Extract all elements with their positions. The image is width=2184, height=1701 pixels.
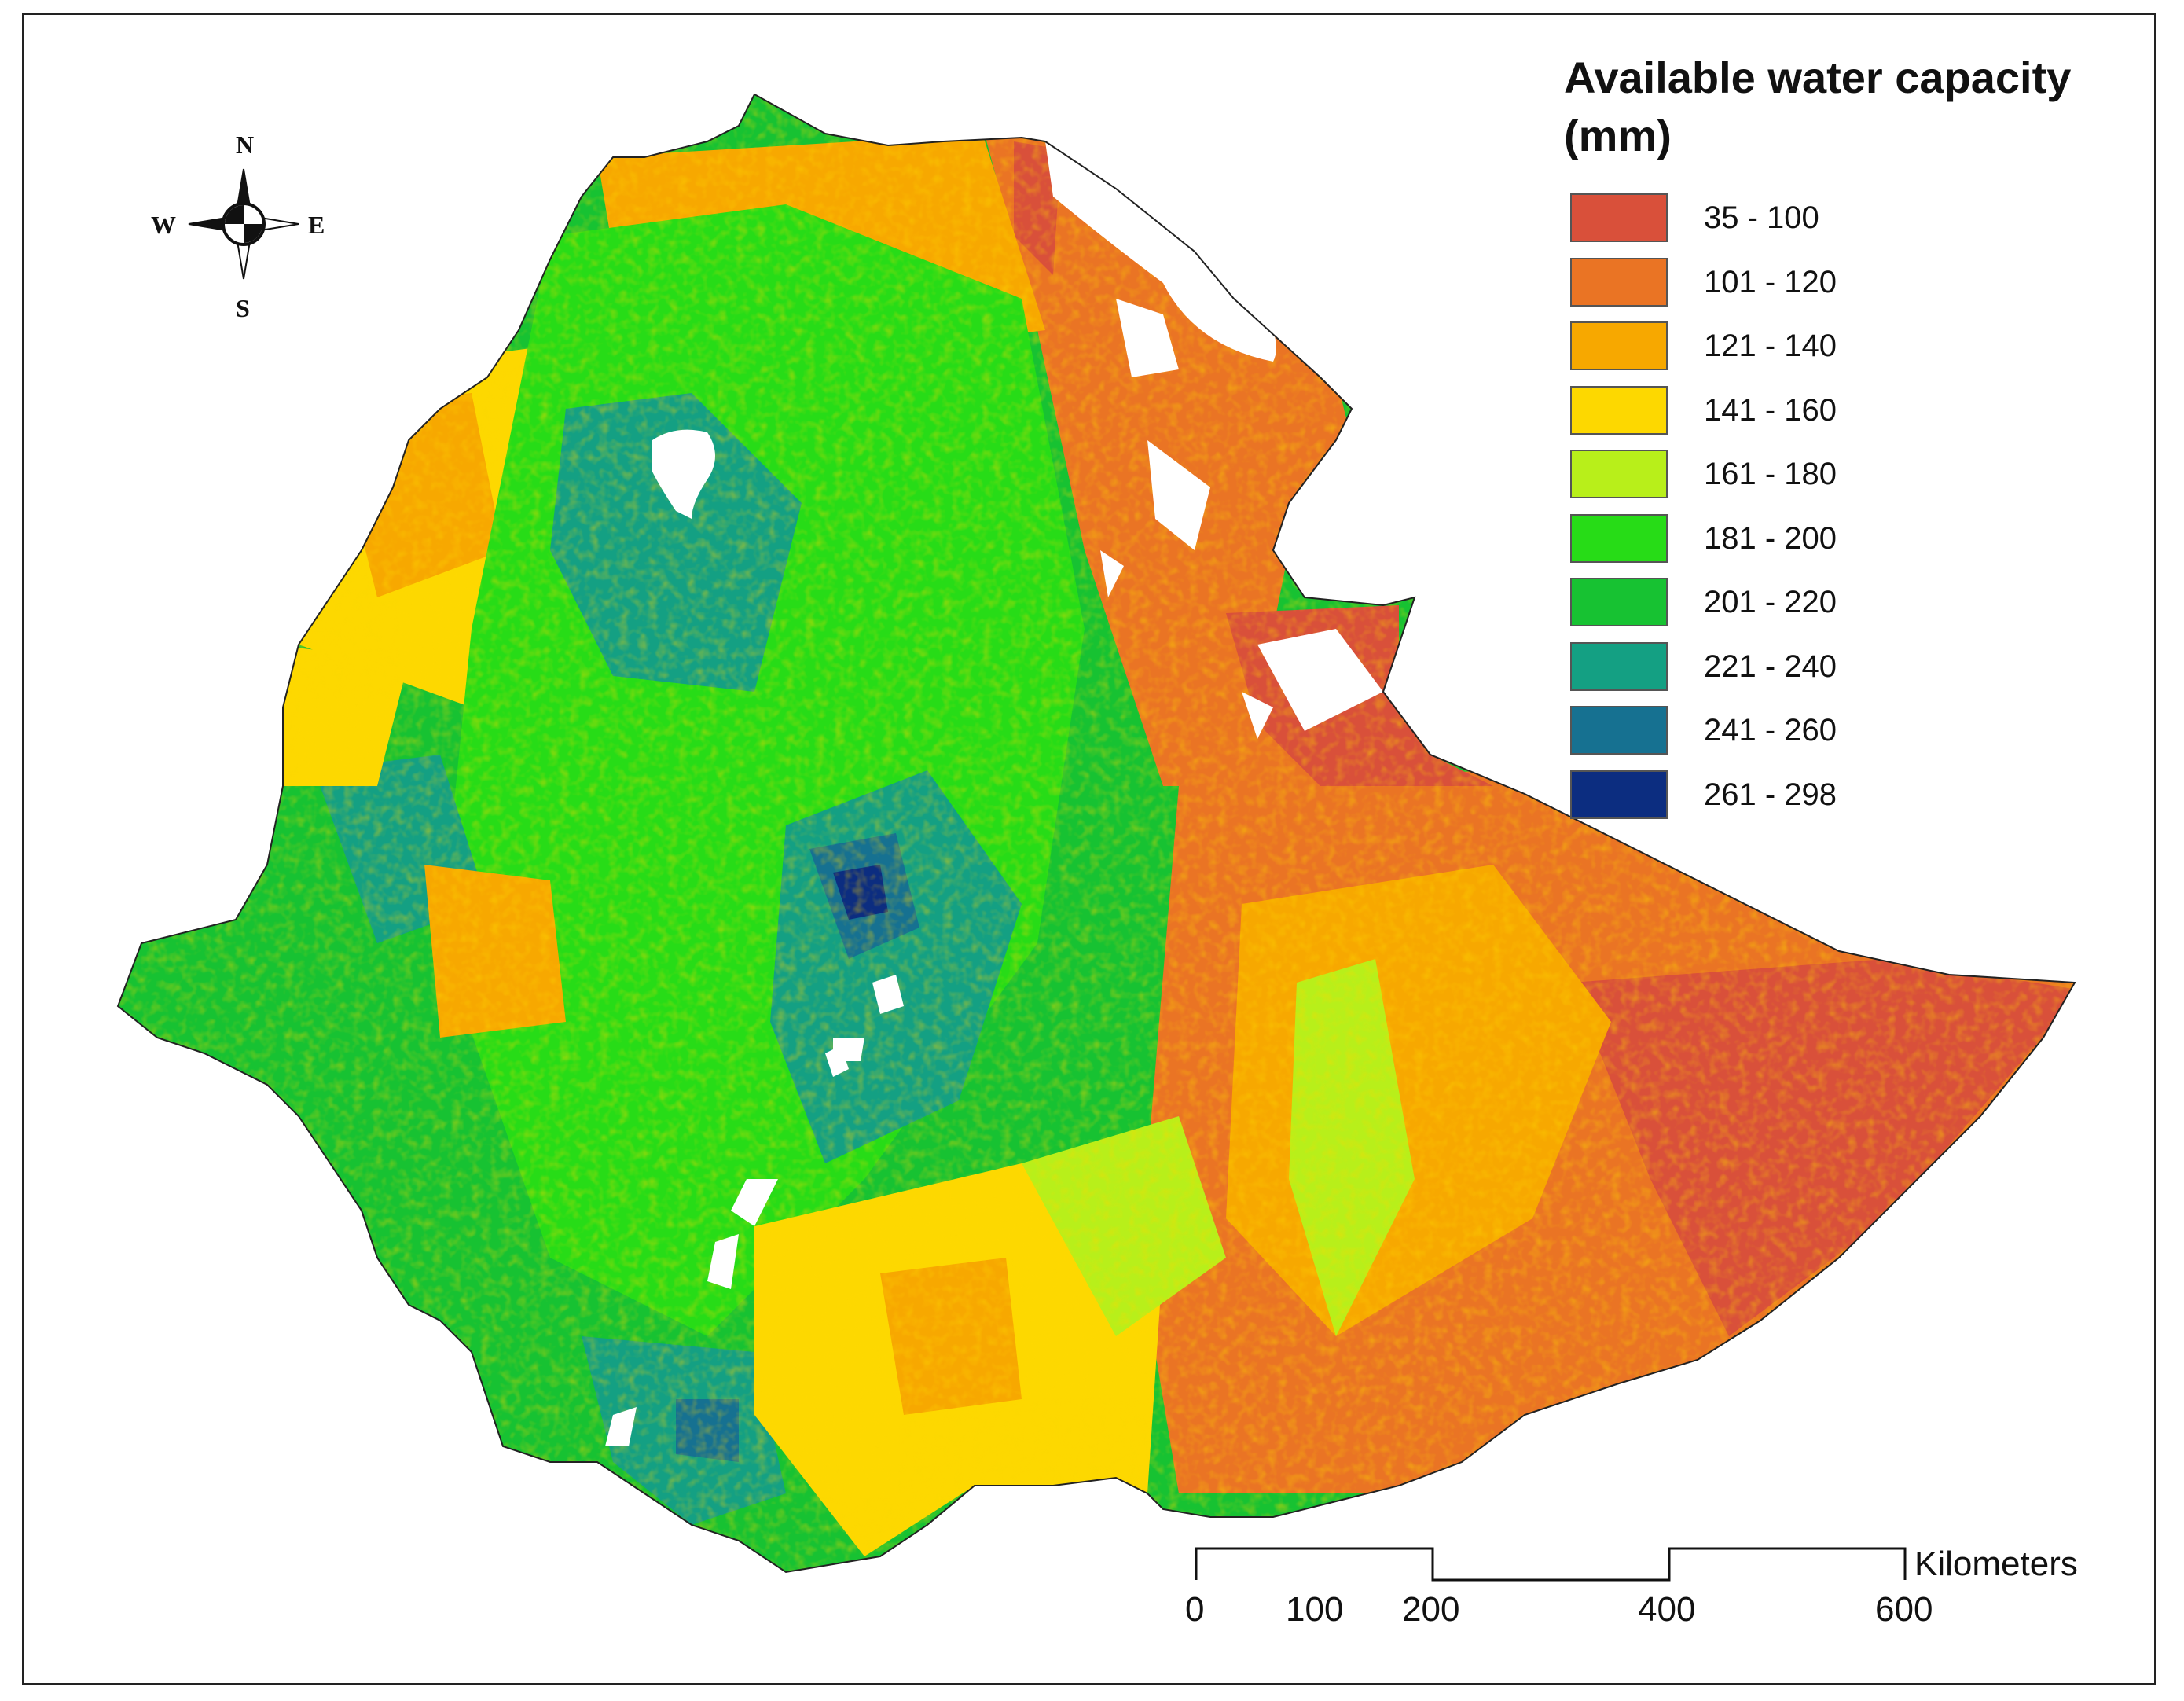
rift-lake [707, 1234, 739, 1289]
legend-swatch [1570, 641, 1668, 691]
compass-label-north: N [236, 130, 254, 159]
legend-swatch [1570, 578, 1668, 626]
afar-nodata [1242, 692, 1273, 739]
rift-lake [825, 1045, 849, 1077]
legend-item: 161 - 180 [1564, 450, 2145, 514]
legend-swatch [1570, 321, 1668, 370]
north-arrow: N S E W [151, 130, 325, 322]
legend: Available water capacity (mm) 35 - 100 1… [1564, 49, 2145, 834]
legend-swatch [1570, 193, 1668, 242]
legend-swatch [1570, 257, 1668, 307]
danakil-salt-flats [1147, 440, 1210, 550]
legend-title-line: Available water capacity [1564, 53, 2072, 102]
legend-label: 221 - 240 [1704, 648, 1837, 684]
scale-bar-line [1195, 1547, 1907, 1582]
legend-label: 161 - 180 [1704, 457, 1837, 491]
legend-items: 35 - 100 101 - 120 121 - 140 141 - 160 1… [1564, 193, 2145, 834]
legend-swatch [1570, 770, 1668, 819]
danakil-salt-flats [1116, 299, 1179, 377]
rift-lake [731, 1179, 778, 1226]
scale-bar-tick-label: 400 [1638, 1590, 1695, 1629]
danakil-salt-flats [1045, 141, 1276, 362]
lake-chew-bahir [605, 1407, 637, 1446]
legend-title: Available water capacity (mm) [1564, 49, 2145, 165]
compass-label-east: E [308, 211, 325, 239]
scale-bar-tick-label: 100 [1286, 1590, 1343, 1629]
legend-item: 181 - 200 [1564, 513, 2145, 579]
scale-bar-tick-label: 600 [1875, 1590, 1933, 1629]
legend-swatch [1570, 706, 1668, 755]
scale-bar-tick-label: 200 [1402, 1590, 1459, 1629]
legend-title-line: (mm) [1564, 111, 1672, 160]
legend-label: 181 - 200 [1704, 520, 1837, 556]
legend-item: 241 - 260 [1564, 706, 2145, 770]
compass-center-quadrant [244, 224, 262, 243]
legend-item: 201 - 220 [1564, 578, 2145, 642]
afar-nodata [1257, 629, 1383, 731]
legend-swatch [1570, 450, 1668, 498]
legend-label: 201 - 220 [1704, 585, 1837, 619]
afar-nodata [1100, 550, 1124, 597]
legend-item: 101 - 120 [1564, 257, 2145, 322]
lake-tana [652, 429, 715, 519]
compass-label-west: W [151, 211, 176, 239]
legend-item: 35 - 100 [1564, 193, 2145, 258]
compass-center-quadrant [225, 205, 244, 224]
legend-label: 101 - 120 [1704, 264, 1837, 299]
legend-label: 121 - 140 [1704, 329, 1837, 363]
legend-label: 35 - 100 [1704, 200, 1819, 235]
nodata-areas [605, 141, 1383, 1446]
legend-item: 221 - 240 [1564, 641, 2145, 707]
scale-bar-tick-label: 0 [1185, 1590, 1204, 1629]
scale-bar-unit: Kilometers [1914, 1545, 2078, 1583]
legend-label: 261 - 298 [1704, 777, 1837, 812]
legend-item: 141 - 160 [1564, 385, 2145, 450]
compass-label-south: S [236, 294, 250, 322]
legend-item: 261 - 298 [1564, 770, 2145, 835]
legend-swatch [1570, 385, 1668, 435]
legend-swatch [1570, 513, 1668, 563]
rift-lake [872, 975, 904, 1014]
legend-label: 141 - 160 [1704, 392, 1837, 428]
legend-item: 121 - 140 [1564, 321, 2145, 386]
legend-label: 241 - 260 [1704, 713, 1837, 748]
scale-bar: Kilometers 0 100 200 400 600 [1185, 1545, 2078, 1629]
